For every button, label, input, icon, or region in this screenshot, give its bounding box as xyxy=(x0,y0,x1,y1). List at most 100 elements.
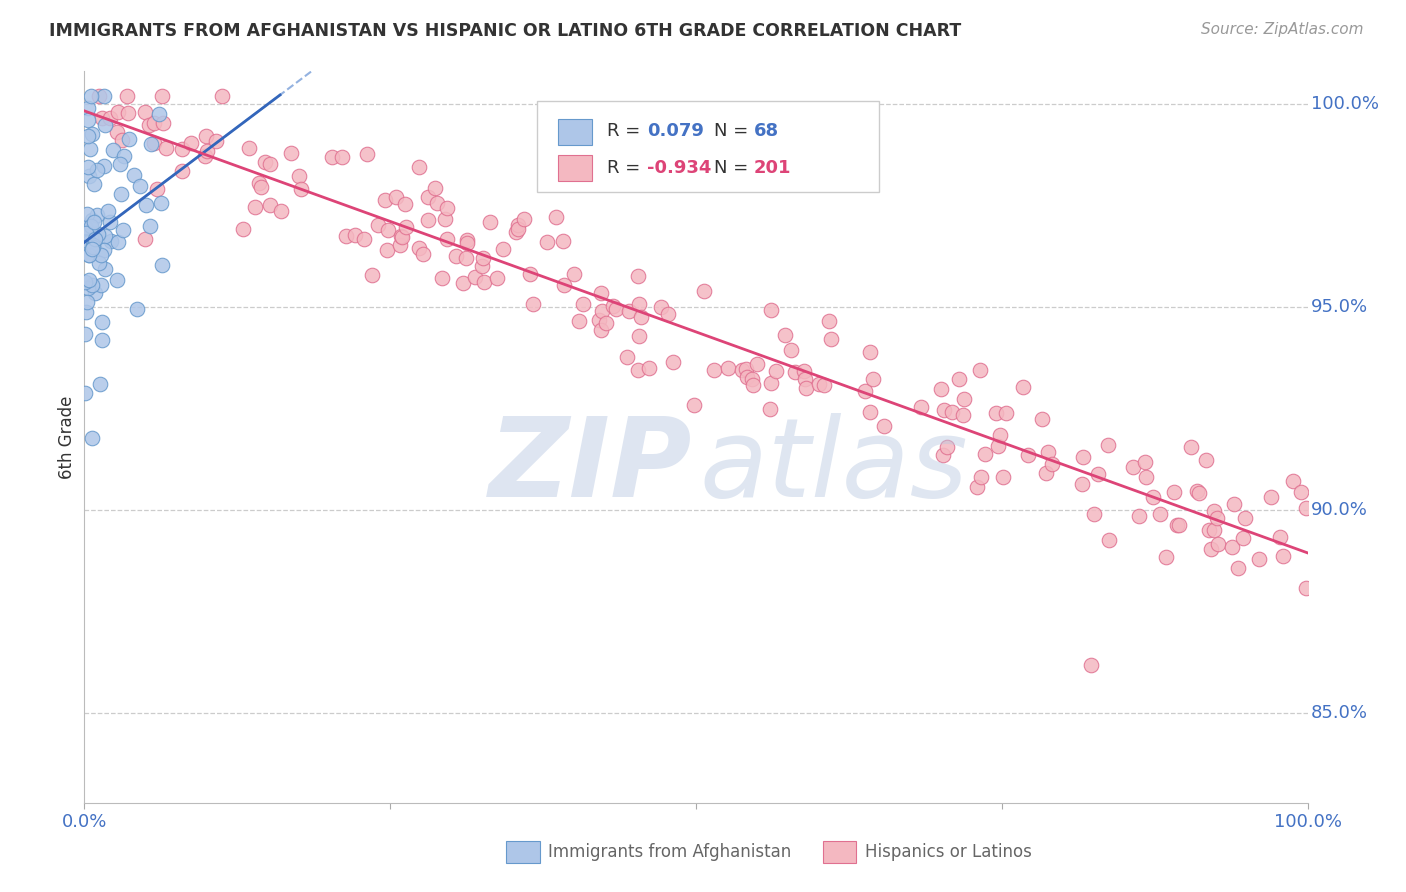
Point xyxy=(395,220,418,235)
Point xyxy=(1133,455,1156,469)
Text: Hispanics or Latinos: Hispanics or Latinos xyxy=(865,843,1032,861)
Point xyxy=(855,384,877,399)
Point xyxy=(627,268,650,283)
Point xyxy=(112,222,135,236)
Point xyxy=(79,143,101,157)
Point xyxy=(150,196,173,211)
Point xyxy=(1232,532,1254,546)
Point xyxy=(146,181,169,195)
Point xyxy=(76,295,98,310)
Point xyxy=(1180,440,1202,454)
Text: N =: N = xyxy=(714,159,754,177)
Point xyxy=(356,146,378,161)
Point xyxy=(180,136,202,150)
Point xyxy=(492,242,515,256)
Point xyxy=(456,233,478,247)
Point xyxy=(859,344,882,359)
Point xyxy=(138,118,160,132)
Point xyxy=(735,362,758,376)
Point xyxy=(110,186,132,201)
Point xyxy=(80,242,103,256)
Point xyxy=(1282,474,1305,488)
Point xyxy=(1122,459,1144,474)
Text: 68: 68 xyxy=(754,122,779,140)
Point xyxy=(205,134,228,148)
Point xyxy=(536,235,558,249)
Point xyxy=(568,313,591,327)
Point xyxy=(627,363,650,377)
Point xyxy=(456,235,478,250)
Text: 100.0%: 100.0% xyxy=(1312,95,1379,113)
Point xyxy=(948,371,970,385)
Point xyxy=(1154,550,1177,565)
Point xyxy=(662,355,685,369)
Point xyxy=(1012,380,1035,394)
Point xyxy=(1198,523,1220,537)
Point xyxy=(135,198,157,212)
Point xyxy=(872,419,894,434)
Point xyxy=(973,447,995,461)
Point xyxy=(1142,491,1164,505)
Point xyxy=(1195,452,1218,467)
Point xyxy=(117,132,139,146)
Point xyxy=(780,343,803,357)
Point xyxy=(508,222,530,236)
Point xyxy=(89,376,111,391)
Point xyxy=(931,382,953,396)
Point xyxy=(793,372,815,386)
Point xyxy=(1038,445,1060,459)
Point xyxy=(408,241,430,255)
Point xyxy=(388,238,411,252)
Point xyxy=(103,143,125,157)
Point xyxy=(862,372,884,386)
Point xyxy=(150,258,173,272)
Point xyxy=(394,197,416,211)
Point xyxy=(75,226,97,240)
Point xyxy=(321,150,343,164)
Point xyxy=(936,440,959,454)
Point xyxy=(650,300,672,314)
Point xyxy=(808,376,831,391)
Point xyxy=(76,160,98,174)
Point xyxy=(87,88,110,103)
Point xyxy=(932,403,955,417)
Point xyxy=(90,333,112,347)
Point xyxy=(485,271,508,285)
Point xyxy=(765,364,787,378)
Point xyxy=(367,218,389,232)
Point xyxy=(129,178,152,193)
Point xyxy=(89,248,111,262)
Point xyxy=(122,169,145,183)
Point xyxy=(1042,457,1064,471)
Point xyxy=(472,251,495,265)
Point xyxy=(330,150,353,164)
Point xyxy=(139,219,162,233)
Point xyxy=(143,136,166,150)
Point xyxy=(107,105,129,120)
Point xyxy=(377,223,399,237)
Point xyxy=(1163,485,1185,500)
Point xyxy=(254,155,277,169)
Point xyxy=(859,405,882,419)
Point xyxy=(818,314,841,328)
Point xyxy=(717,361,740,376)
Point xyxy=(464,270,486,285)
Text: 85.0%: 85.0% xyxy=(1312,705,1368,723)
Point xyxy=(969,363,991,377)
Point xyxy=(83,286,105,301)
Point xyxy=(77,281,100,295)
Point xyxy=(94,228,117,243)
Point xyxy=(91,111,114,125)
Point xyxy=(77,101,100,115)
Point xyxy=(115,88,138,103)
Point xyxy=(270,203,292,218)
Text: IMMIGRANTS FROM AFGHANISTAN VS HISPANIC OR LATINO 6TH GRADE CORRELATION CHART: IMMIGRANTS FROM AFGHANISTAN VS HISPANIC … xyxy=(49,22,962,40)
Point xyxy=(759,401,782,416)
Point xyxy=(134,232,156,246)
Point xyxy=(76,129,98,144)
Point xyxy=(1223,498,1246,512)
Point xyxy=(1234,510,1257,524)
Point xyxy=(82,212,104,227)
Point xyxy=(391,230,413,244)
Point xyxy=(775,328,797,343)
